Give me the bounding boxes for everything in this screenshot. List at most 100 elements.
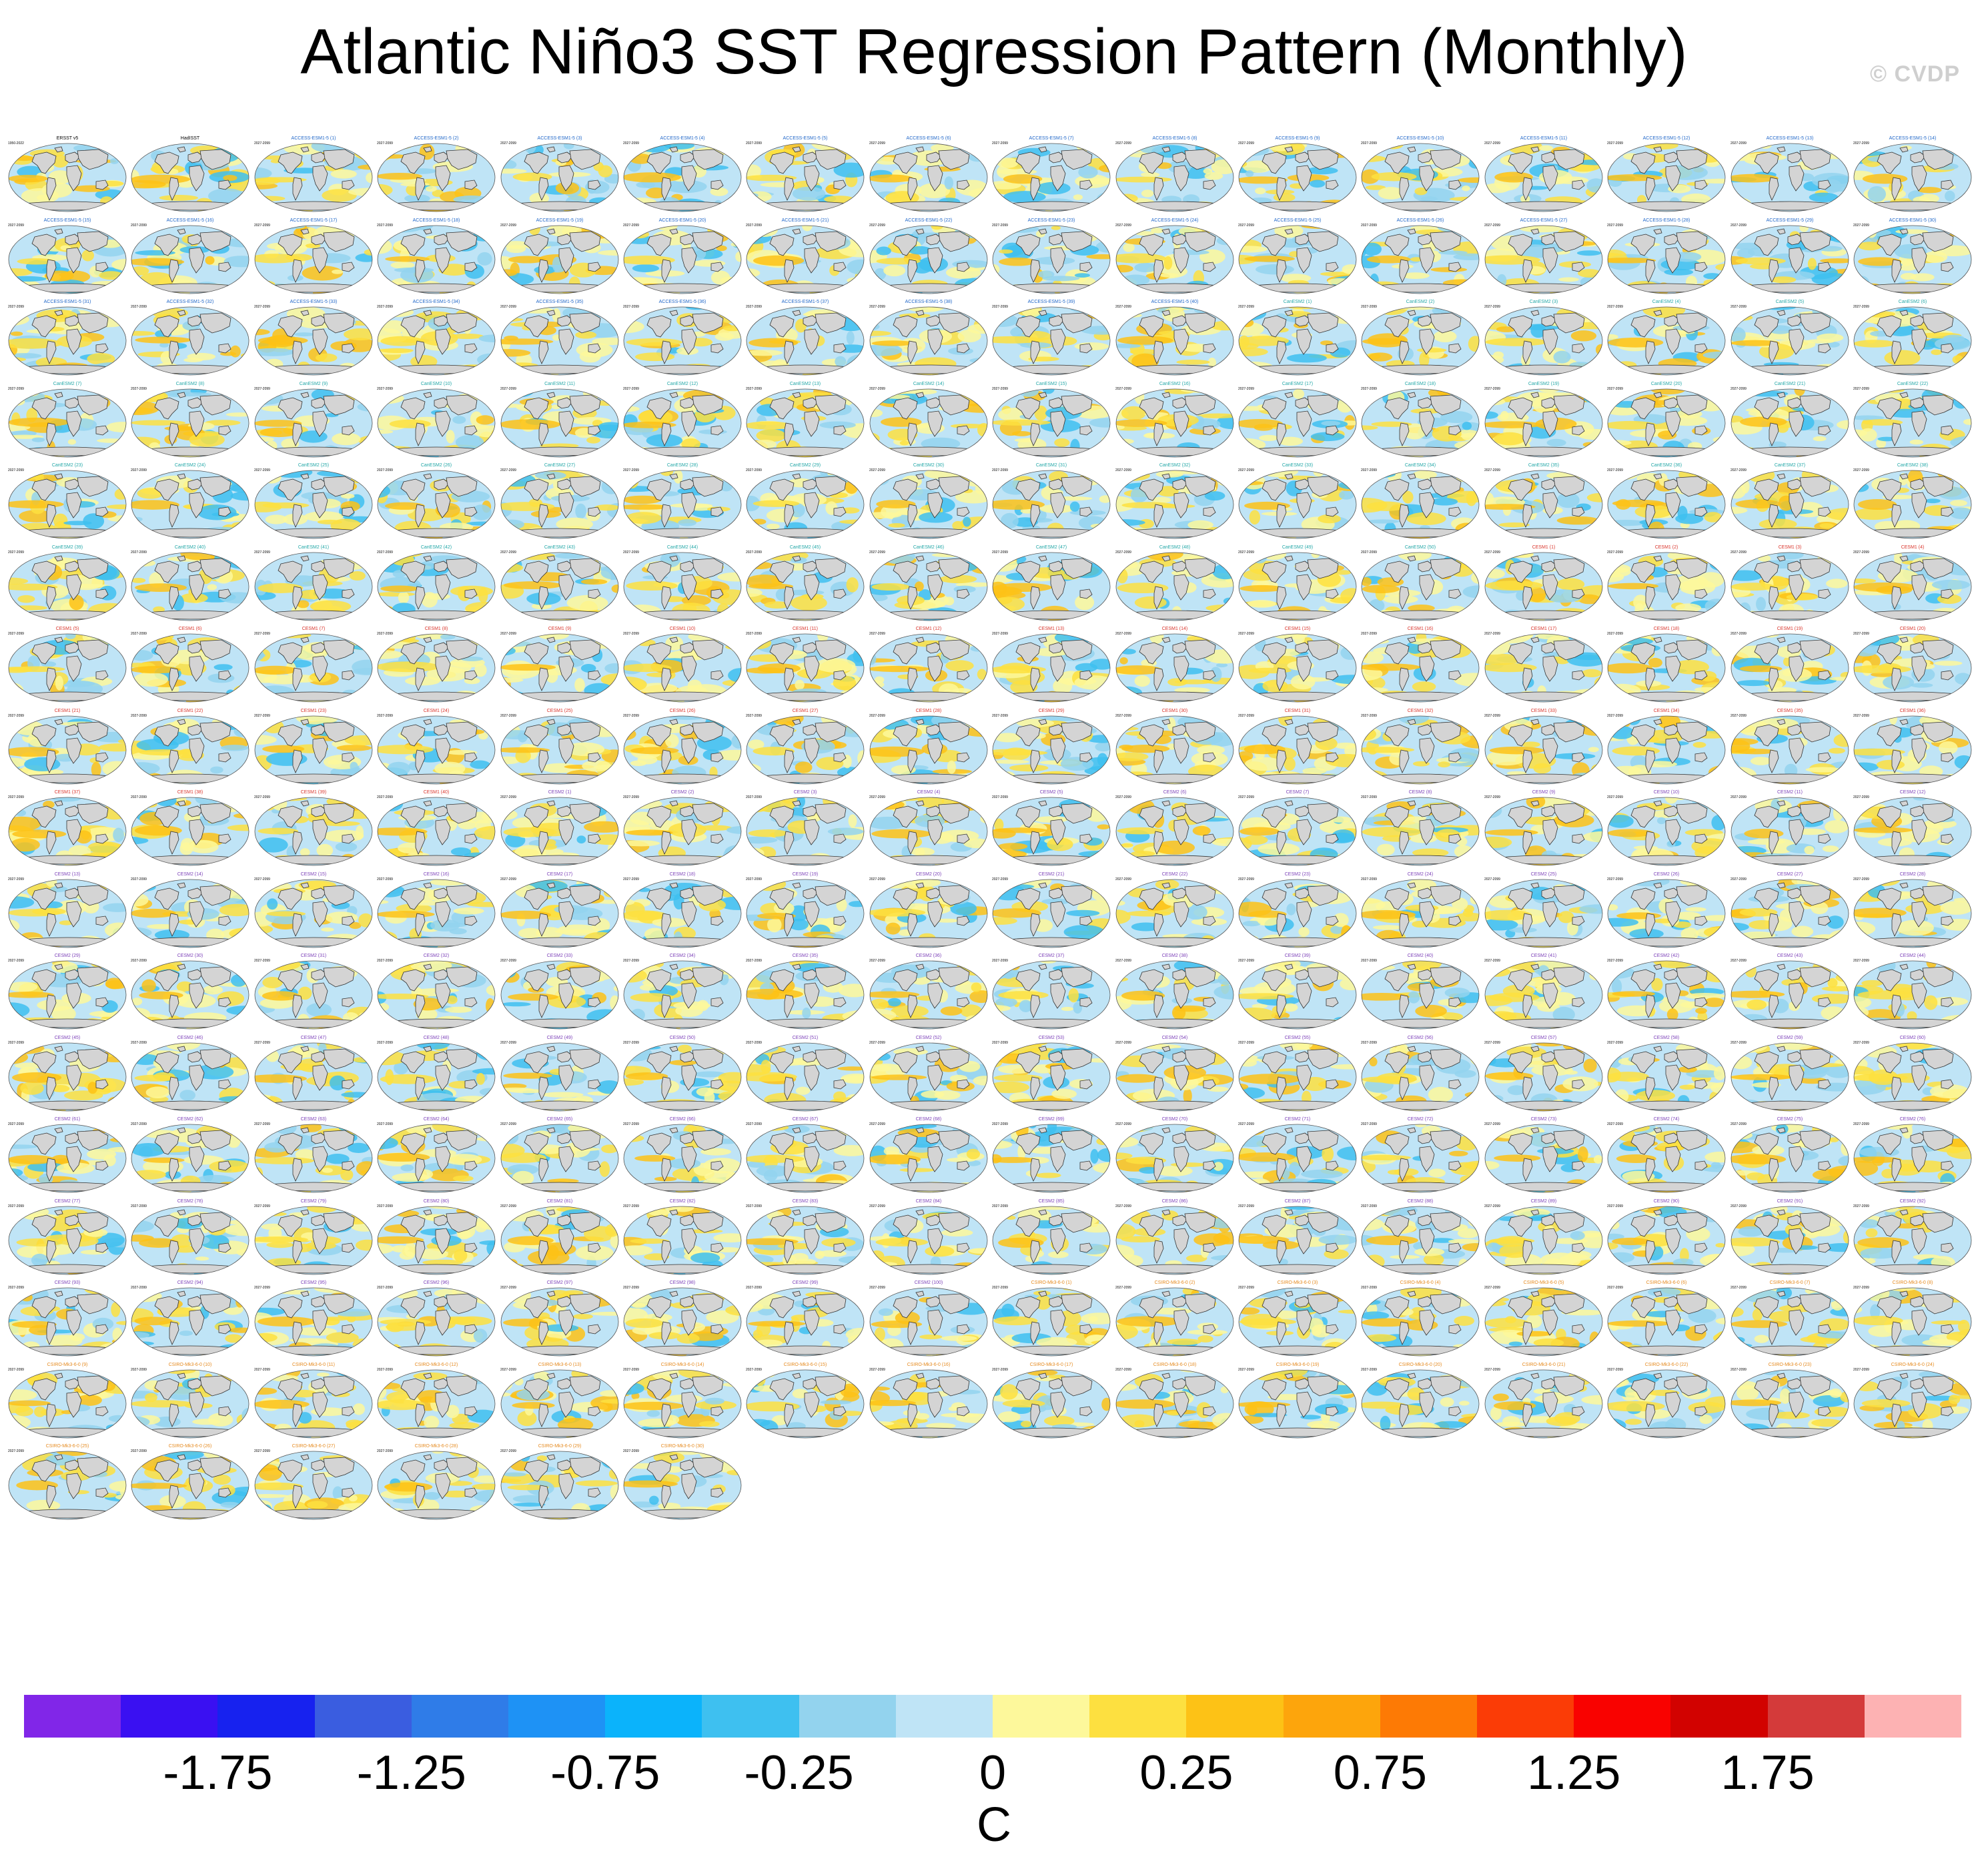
panel-period: 2027-2099 (1607, 1368, 1623, 1372)
panel-period: 2027-2099 (1853, 877, 1869, 881)
panel-period: 2027-2099 (1484, 550, 1500, 554)
panel-title: ACCESS-ESM1-5 (10) (1397, 136, 1444, 141)
panel-period: 2027-2099 (1484, 1368, 1500, 1372)
panel-period: 2027-2099 (869, 1122, 885, 1126)
regression-map: CESM1 (10) 2027-2099 (623, 627, 742, 703)
panel-title: CESM2 (76) (1900, 1117, 1926, 1122)
panel-period: 2027-2099 (131, 877, 147, 881)
map-panel: CESM2 (83) 2027-2099 (746, 1196, 865, 1275)
regression-map: CESM2 (10) 2027-2099 (1607, 790, 1726, 866)
panel-title: ACCESS-ESM1-5 (34) (413, 300, 460, 304)
map-panel: CSIRO-Mk3-6-0 (9) 2027-2099 (8, 1360, 127, 1439)
regression-map: CSIRO-Mk3-6-0 (19) 2027-2099 (1238, 1363, 1357, 1438)
regression-map: ACCESS-ESM1-5 (28) 2027-2099 (1607, 218, 1726, 294)
map-panel: CESM2 (13) 2027-2099 (8, 869, 127, 948)
map-panel: CanESM2 (49) 2027-2099 (1238, 542, 1357, 621)
panel-period: 2027-2099 (1730, 387, 1747, 391)
regression-map: CESM1 (20) 2027-2099 (1853, 627, 1972, 703)
panel-period: 2027-2099 (1853, 1041, 1869, 1045)
panel-title: CanESM2 (35) (1528, 463, 1559, 468)
panel-title: CSIRO-Mk3-6-0 (20) (1399, 1363, 1442, 1367)
panel-period: 2027-2099 (254, 550, 270, 554)
panel-period: 2027-2099 (8, 1286, 24, 1290)
map-panel: ACCESS-ESM1-5 (33) 2027-2099 (254, 297, 373, 376)
panel-title: ACCESS-ESM1-5 (25) (1274, 218, 1322, 223)
map-panel: CESM2 (80) 2027-2099 (377, 1196, 496, 1275)
panel-title: CESM2 (87) (1285, 1199, 1311, 1204)
map-panel: ACCESS-ESM1-5 (11) 2027-2099 (1484, 133, 1603, 212)
map-panel: CSIRO-Mk3-6-0 (18) 2027-2099 (1115, 1360, 1234, 1439)
map-panel: CanESM2 (14) 2027-2099 (869, 379, 988, 458)
map-panel: CESM1 (2) 2027-2099 (1607, 542, 1726, 621)
panel-title: CSIRO-Mk3-6-0 (21) (1522, 1363, 1566, 1367)
panel-period: 2027-2099 (1361, 959, 1377, 963)
panel-period: 2027-2099 (1238, 141, 1254, 145)
map-panel: CSIRO-Mk3-6-0 (4) 2027-2099 (1361, 1278, 1480, 1357)
panel-title: CSIRO-Mk3-6-0 (18) (1153, 1363, 1196, 1367)
panel-period: 2027-2099 (1730, 1286, 1747, 1290)
panel-period: 2027-2099 (1238, 387, 1254, 391)
map-panel: CESM2 (77) 2027-2099 (8, 1196, 127, 1275)
panel-period: 2027-2099 (1238, 795, 1254, 799)
panel-period: 2027-2099 (1484, 305, 1500, 309)
panel-title: CanESM2 (25) (298, 463, 329, 468)
panel-title: CESM2 (97) (546, 1280, 572, 1285)
map-panel: ACCESS-ESM1-5 (38) 2027-2099 (869, 297, 988, 376)
panel-period: 2027-2099 (8, 959, 24, 963)
regression-map: ACCESS-ESM1-5 (6) 2027-2099 (869, 136, 988, 212)
colorbar-tick-label: 0.25 (1139, 1746, 1233, 1800)
regression-map: CESM2 (17) 2027-2099 (500, 872, 618, 948)
panel-title: CanESM2 (8) (176, 382, 204, 386)
map-panel: CESM2 (3) 2027-2099 (746, 787, 865, 866)
map-panel: ACCESS-ESM1-5 (3) 2027-2099 (500, 133, 619, 212)
panel-period: 2027-2099 (1115, 224, 1131, 228)
panel-title: CSIRO-Mk3-6-0 (22) (1645, 1363, 1688, 1367)
panel-title: CanESM2 (39) (52, 545, 83, 550)
regression-map: CESM2 (42) 2027-2099 (1607, 954, 1726, 1030)
map-panel: CanESM2 (22) 2027-2099 (1853, 379, 1972, 458)
regression-map: CanESM2 (8) 2027-2099 (131, 382, 250, 457)
regression-map: CESM1 (4) 2027-2099 (1853, 545, 1972, 621)
regression-map: CESM1 (40) 2027-2099 (377, 790, 496, 866)
colorbar-units-label: C (977, 1798, 1011, 1852)
panel-period: 2027-2099 (8, 305, 24, 309)
panel-period: 2027-2099 (992, 959, 1008, 963)
panel-period: 2027-2099 (1115, 1368, 1131, 1372)
panel-period: 2027-2099 (746, 632, 762, 636)
panel-period: 2027-2099 (131, 305, 147, 309)
map-panel: ACCESS-ESM1-5 (30) 2027-2099 (1853, 216, 1972, 294)
map-panel: CESM2 (43) 2027-2099 (1730, 951, 1849, 1030)
regression-map: CESM1 (22) 2027-2099 (131, 709, 250, 784)
panel-period: 2027-2099 (623, 305, 639, 309)
map-panel: CESM1 (12) 2027-2099 (869, 624, 988, 703)
regression-map: CSIRO-Mk3-6-0 (29) 2027-2099 (500, 1444, 618, 1520)
panel-title: CSIRO-Mk3-6-0 (28) (415, 1444, 458, 1449)
panel-title: CESM2 (80) (424, 1199, 450, 1204)
colorbar-swatch (1670, 1695, 1768, 1738)
map-panel: CESM1 (13) 2027-2099 (992, 624, 1111, 703)
regression-map: CanESM2 (45) 2027-2099 (746, 545, 865, 621)
panel-period: 2027-2099 (500, 550, 516, 554)
panel-period: 2027-2099 (1484, 224, 1500, 228)
regression-map: CESM2 (54) 2027-2099 (1115, 1036, 1233, 1111)
map-panel: ACCESS-ESM1-5 (6) 2027-2099 (869, 133, 988, 212)
panel-title: ACCESS-ESM1-5 (6) (906, 136, 951, 141)
regression-map: ACCESS-ESM1-5 (16) 2027-2099 (131, 218, 250, 294)
regression-map: ACCESS-ESM1-5 (23) 2027-2099 (992, 218, 1111, 294)
panel-period: 2027-2099 (500, 632, 516, 636)
panel-title: ACCESS-ESM1-5 (14) (1889, 136, 1937, 141)
regression-map: CESM2 (5) 2027-2099 (992, 790, 1111, 866)
map-panel: CESM2 (52) 2027-2099 (869, 1033, 988, 1112)
regression-map: CSIRO-Mk3-6-0 (3) 2027-2099 (1238, 1280, 1357, 1357)
map-panel: ACCESS-ESM1-5 (35) 2027-2099 (500, 297, 619, 376)
panel-title: CSIRO-Mk3-6-0 (6) (1646, 1280, 1687, 1285)
regression-map: CESM2 (76) 2027-2099 (1853, 1117, 1972, 1193)
regression-map: CanESM2 (26) 2027-2099 (377, 463, 496, 539)
panel-period: 2027-2099 (377, 1041, 393, 1045)
panel-period: 2027-2099 (131, 1122, 147, 1126)
map-panel: CSIRO-Mk3-6-0 (19) 2027-2099 (1238, 1360, 1357, 1439)
map-panel: CESM1 (16) 2027-2099 (1361, 624, 1480, 703)
regression-map: CESM2 (39) 2027-2099 (1238, 954, 1357, 1030)
regression-map: CanESM2 (12) 2027-2099 (623, 382, 742, 457)
regression-map: CanESM2 (33) 2027-2099 (1238, 463, 1357, 539)
